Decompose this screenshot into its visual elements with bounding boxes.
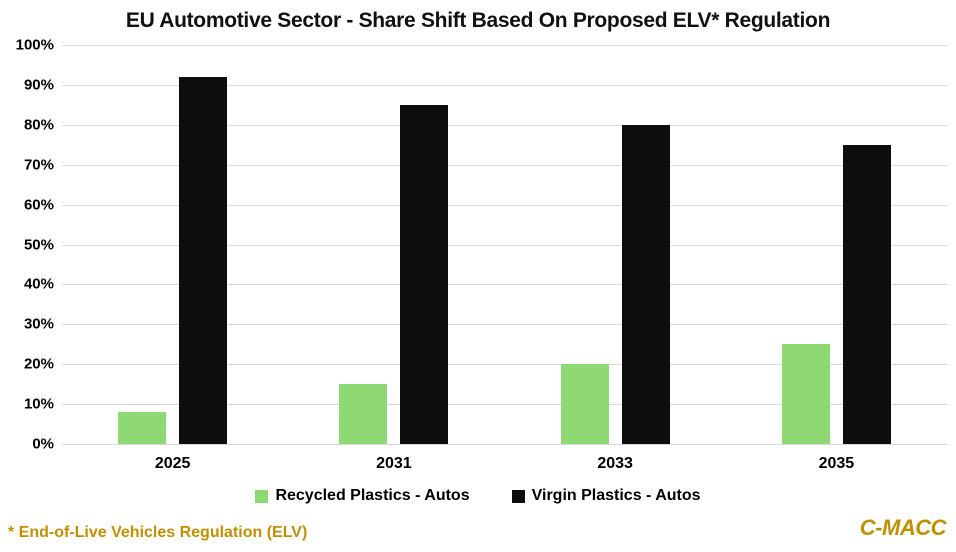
x-tick-label-2031: 2031 bbox=[376, 455, 412, 472]
x-tick-label-2035: 2035 bbox=[818, 455, 855, 472]
y-tick-label: 0% bbox=[32, 435, 54, 453]
y-tick-label: 10% bbox=[23, 395, 54, 413]
gridline bbox=[62, 284, 947, 286]
bar-recycled-2025 bbox=[118, 412, 167, 444]
y-tick-label: 90% bbox=[23, 76, 54, 94]
bar-virgin-2035 bbox=[842, 144, 891, 444]
y-tick-label: 30% bbox=[23, 315, 54, 333]
bar-recycled-2033 bbox=[560, 364, 609, 444]
y-tick-label: 60% bbox=[23, 196, 54, 214]
legend-label: Virgin Plastics - Autos bbox=[531, 487, 701, 504]
y-tick-label: 70% bbox=[23, 156, 54, 174]
bar-group-2031 bbox=[283, 45, 504, 444]
chart-title: EU Automotive Sector - Share Shift Based… bbox=[125, 9, 831, 32]
gridline bbox=[62, 404, 947, 406]
bar-group-2035 bbox=[726, 45, 947, 444]
y-tick-label: 40% bbox=[23, 275, 54, 293]
y-tick-label: 100% bbox=[15, 36, 54, 54]
footnote: * End-of-Live Vehicles Regulation (ELV) bbox=[8, 524, 308, 541]
y-tick-label: 50% bbox=[23, 236, 54, 253]
y-tick-label: 20% bbox=[23, 355, 54, 373]
bar-recycled-2035 bbox=[781, 344, 830, 444]
bar-groups bbox=[62, 45, 947, 444]
legend-swatch-icon bbox=[255, 489, 269, 503]
legend-label: Recycled Plastics - Autos bbox=[275, 487, 470, 504]
gridline bbox=[62, 324, 947, 326]
gridline bbox=[62, 45, 947, 46]
bar-virgin-2031 bbox=[400, 104, 449, 444]
legend-item: Virgin Plastics - Autos bbox=[511, 487, 701, 505]
legend-swatch-icon bbox=[511, 489, 525, 503]
gridline bbox=[62, 444, 947, 445]
gridline bbox=[62, 364, 947, 366]
legend-item: Recycled Plastics - Autos bbox=[255, 487, 470, 505]
gridline bbox=[62, 204, 947, 206]
brand-logo: C-MACC bbox=[859, 515, 947, 540]
gridline bbox=[62, 244, 947, 246]
x-tick-label-2033: 2033 bbox=[597, 455, 633, 472]
bar-group-2033 bbox=[505, 45, 726, 444]
bar-virgin-2025 bbox=[179, 76, 228, 444]
x-tick-label-2025: 2025 bbox=[154, 455, 191, 472]
gridline bbox=[62, 124, 947, 126]
plot-area bbox=[62, 45, 947, 445]
y-tick-label: 80% bbox=[23, 116, 54, 134]
gridline bbox=[62, 164, 947, 166]
gridline bbox=[62, 84, 947, 86]
bar-recycled-2031 bbox=[339, 384, 388, 444]
legend: Recycled Plastics - Autos Virgin Plastics… bbox=[0, 487, 956, 505]
y-axis-labels: 0% 10% 20% 30% 40% 50% 60% 70% 80% 90% 100% bbox=[0, 38, 54, 452]
bar-virgin-2033 bbox=[621, 124, 670, 444]
x-axis-labels: 2025 2031 2033 2035 bbox=[62, 455, 947, 473]
bar-group-2025 bbox=[62, 45, 283, 444]
